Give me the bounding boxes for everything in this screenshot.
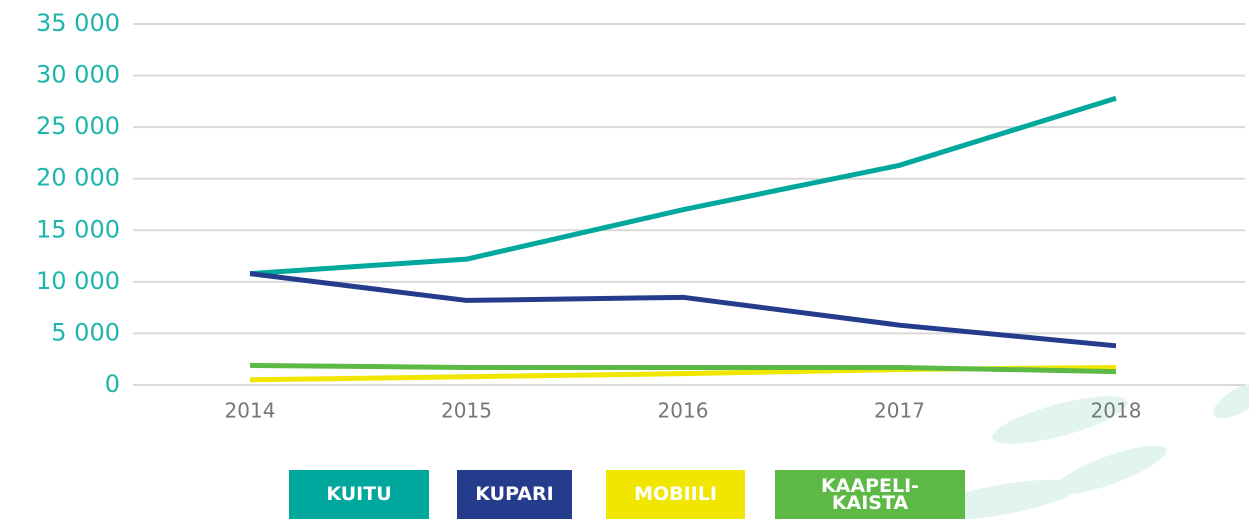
y-tick-label: 0 — [105, 370, 120, 398]
x-tick-label: 2017 — [874, 399, 925, 423]
series-line — [250, 274, 1116, 346]
y-tick-label: 20 000 — [36, 164, 120, 192]
legend-label: KUPARI — [460, 486, 570, 503]
legend-item: MOBIILI — [606, 470, 745, 519]
legend-item: KUITU — [289, 470, 429, 519]
y-tick-label: 35 000 — [36, 9, 120, 37]
legend-item: KUPARI — [457, 470, 572, 519]
legend-label: KUITU — [304, 486, 414, 503]
x-tick-label: 2016 — [658, 399, 709, 423]
y-tick-label: 5 000 — [51, 318, 120, 346]
legend-label: KAAPELI-KAISTA — [815, 478, 925, 512]
x-tick-label: 2014 — [225, 399, 276, 423]
y-tick-label: 25 000 — [36, 112, 120, 140]
chart: 0 5 000 10 000 15 000 20 000 25 000 30 000 35 0… — [0, 0, 1249, 519]
series-line — [250, 98, 1116, 273]
chart-page: 0 5 000 10 000 15 000 20 000 25 000 30 000 35 0… — [0, 0, 1249, 519]
legend-item: KAAPELI-KAISTA — [775, 470, 965, 519]
legend-label: MOBIILI — [621, 486, 731, 503]
background-decoration — [919, 375, 1249, 519]
y-tick-label: 15 000 — [36, 215, 120, 243]
x-tick-label: 2015 — [441, 399, 492, 423]
x-tick-label: 2018 — [1091, 399, 1142, 423]
y-tick-label: 10 000 — [36, 267, 120, 295]
y-tick-label: 30 000 — [36, 61, 120, 89]
